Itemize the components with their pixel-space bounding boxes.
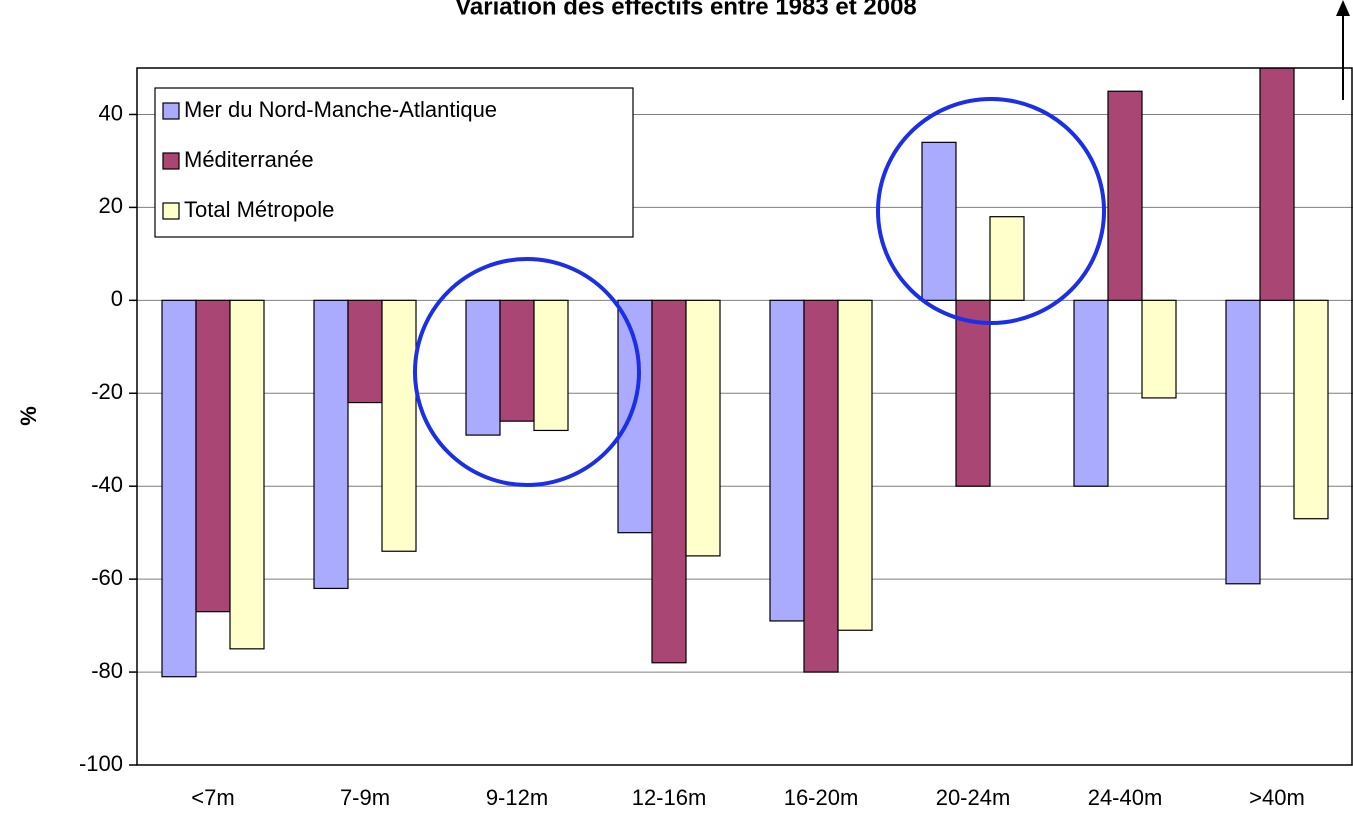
bar bbox=[769, 299, 805, 622]
highlight-circle bbox=[876, 97, 1106, 325]
bar bbox=[499, 299, 535, 422]
y-tick-label: -80 bbox=[91, 658, 123, 683]
bar bbox=[161, 299, 197, 678]
bar bbox=[229, 299, 265, 650]
bar bbox=[1073, 299, 1109, 487]
bar bbox=[837, 299, 873, 631]
plot-frame bbox=[136, 67, 1353, 766]
bar bbox=[1141, 299, 1177, 399]
bar bbox=[651, 299, 687, 664]
chart-title: Variation des effectifs entre 1983 et 20… bbox=[455, 0, 917, 20]
y-tick-label: -100 bbox=[79, 751, 123, 776]
bar bbox=[381, 299, 417, 552]
x-tick-label: >40m bbox=[1249, 785, 1305, 810]
bar bbox=[685, 299, 721, 557]
legend-swatch bbox=[162, 202, 180, 220]
y-tick-label: -60 bbox=[91, 565, 123, 590]
x-tick-label: <7m bbox=[191, 785, 234, 810]
x-tick-label: 7-9m bbox=[340, 785, 390, 810]
overflow-arrow-head bbox=[1336, 0, 1350, 16]
y-tick-label: 0 bbox=[111, 286, 123, 311]
bar bbox=[313, 299, 349, 590]
bars bbox=[161, 68, 1329, 678]
x-tick-label: 9-12m bbox=[486, 785, 548, 810]
y-tick-label: -20 bbox=[91, 379, 123, 404]
bar bbox=[1225, 299, 1261, 585]
legend-swatch bbox=[162, 102, 180, 120]
legend-swatch bbox=[162, 152, 180, 170]
legend-box bbox=[154, 87, 634, 238]
highlight-circle bbox=[413, 257, 641, 487]
bar bbox=[533, 299, 569, 432]
bar bbox=[803, 299, 839, 673]
y-tick-label: -40 bbox=[91, 472, 123, 497]
bar bbox=[921, 141, 957, 301]
bar bbox=[989, 216, 1025, 301]
x-tick-label: 12-16m bbox=[632, 785, 707, 810]
y-tick-label: 40 bbox=[99, 100, 123, 125]
x-tick-label: 24-40m bbox=[1088, 785, 1163, 810]
y-tick-label: 20 bbox=[99, 193, 123, 218]
y-axis-label: % bbox=[16, 406, 41, 426]
x-tick-label: 16-20m bbox=[784, 785, 859, 810]
x-tick-label: 20-24m bbox=[936, 785, 1011, 810]
bar bbox=[1293, 299, 1329, 520]
legend-label: Méditerranée bbox=[184, 147, 314, 172]
bar bbox=[955, 299, 991, 487]
bar bbox=[195, 299, 231, 613]
bar bbox=[1259, 68, 1295, 301]
bar bbox=[347, 299, 383, 404]
bar bbox=[465, 299, 501, 436]
bar bbox=[1107, 90, 1143, 301]
legend-label: Mer du Nord-Manche-Atlantique bbox=[184, 97, 497, 122]
legend-label: Total Métropole bbox=[184, 197, 334, 222]
legend: Mer du Nord-Manche-Atlantique Méditerrané… bbox=[154, 87, 634, 238]
